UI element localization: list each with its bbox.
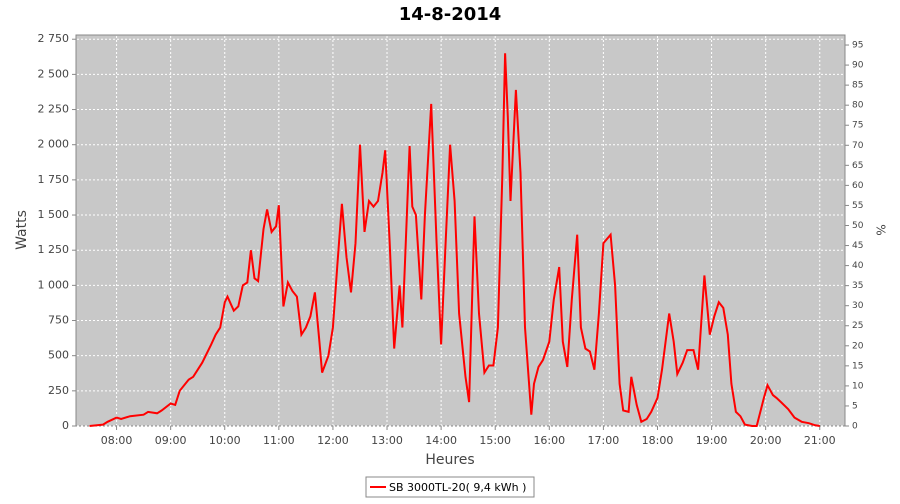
y2-tick-label: 50: [852, 221, 864, 231]
x-tick-label: 17:00: [588, 434, 620, 447]
y2-tick-label: 95: [852, 41, 863, 51]
y2-tick-label: 45: [852, 241, 863, 251]
y2-tick-label: 15: [852, 361, 863, 371]
y2-tick-label: 85: [852, 81, 863, 91]
x-tick-label: 10:00: [209, 434, 241, 447]
y2-tick-label: 5: [852, 401, 858, 411]
y2-tick-label: 0: [852, 422, 858, 432]
y2-tick-label: 25: [852, 321, 863, 331]
x-tick-label: 21:00: [804, 434, 836, 447]
x-tick-label: 09:00: [155, 434, 187, 447]
x-tick-label: 16:00: [533, 434, 565, 447]
y-tick-label: 2 250: [38, 103, 70, 116]
y2-axis-label: %: [874, 224, 888, 235]
x-axis-label: Heures: [425, 452, 474, 468]
y2-tick-label: 75: [852, 121, 863, 131]
y-tick-label: 2 000: [38, 138, 70, 151]
x-tick-label: 15:00: [479, 434, 511, 447]
y2-tick-label: 70: [852, 141, 864, 151]
y2-tick-label: 20: [852, 341, 864, 351]
legend-label: SB 3000TL-20( 9,4 kWh ): [389, 481, 526, 494]
y-tick-label: 250: [48, 384, 69, 397]
y-tick-label: 2 500: [38, 67, 70, 80]
y-tick-label: 2 750: [38, 32, 70, 45]
y-tick-label: 1 500: [38, 208, 70, 221]
y2-tick-label: 80: [852, 101, 864, 111]
y-axis-label: Watts: [14, 210, 30, 250]
x-tick-label: 20:00: [750, 434, 782, 447]
legend: [365, 476, 535, 498]
y-tick-label: 500: [48, 349, 69, 362]
x-tick-label: 08:00: [101, 434, 133, 447]
x-tick-label: 11:00: [263, 434, 295, 447]
x-tick-label: 13:00: [371, 434, 403, 447]
x-tick-label: 18:00: [642, 434, 674, 447]
y-tick-label: 1 750: [38, 173, 70, 186]
y-tick-label: 1 000: [38, 278, 70, 291]
y2-tick-label: 35: [852, 281, 863, 291]
y2-tick-label: 10: [852, 381, 864, 391]
x-tick-label: 12:00: [317, 434, 349, 447]
y2-tick-label: 65: [852, 161, 863, 171]
y2-tick-label: 55: [852, 201, 863, 211]
y2-tick-label: 30: [852, 301, 864, 311]
y-tick-label: 750: [48, 314, 69, 327]
x-tick-label: 14:00: [425, 434, 457, 447]
y-tick-label: 1 250: [38, 243, 70, 256]
y2-tick-label: 40: [852, 261, 864, 271]
y-tick-label: 0: [62, 419, 69, 432]
y2-tick-label: 90: [852, 61, 864, 71]
y2-tick-label: 60: [852, 181, 864, 191]
series-line: [89, 53, 820, 427]
chart-title: 14-8-2014: [399, 4, 502, 25]
x-tick-label: 19:00: [696, 434, 728, 447]
